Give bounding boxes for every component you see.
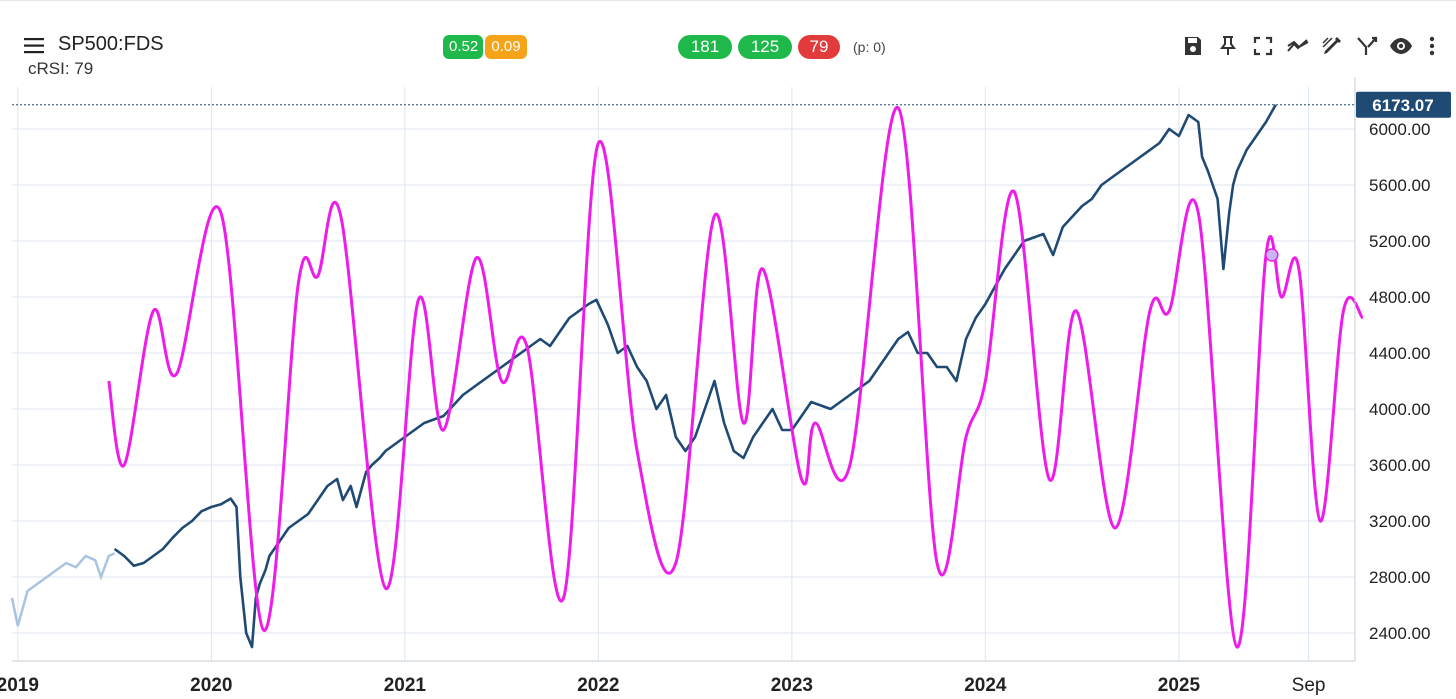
current-price-tag [1356, 91, 1451, 118]
y-tick-label: 5200.00 [1369, 232, 1430, 251]
y-tick-label: 2800.00 [1369, 568, 1430, 587]
eye-icon[interactable] [1389, 34, 1413, 58]
price-history-line [10, 552, 116, 627]
x-tick-label: 2022 [577, 675, 619, 696]
y-tick-label: 3600.00 [1369, 456, 1430, 475]
y-tick-label: 4400.00 [1369, 344, 1430, 363]
symbol-title[interactable]: SP500:FDS [58, 33, 164, 55]
badge-green: 0.52 [443, 35, 483, 59]
x-tick-label: 2019 [0, 675, 39, 696]
y-tick-label: 2400.00 [1369, 624, 1430, 643]
draw-icon[interactable] [1320, 34, 1344, 58]
y-tick-label: 6000.00 [1369, 120, 1430, 139]
badge-orange: 0.09 [485, 35, 527, 59]
y-tick-label: 4800.00 [1369, 288, 1430, 307]
chart-axes: 2400.00 2800.00 3200.00 3600.00 4000.00 4400.… [0, 77, 1451, 696]
x-tick-label: 2025 [1158, 675, 1201, 696]
pill-green-1: 181 [678, 35, 732, 59]
crsi-line [107, 106, 1364, 649]
chart-header: SP500:FDS cRSI: 79 0.52 0.09 181 125 79 … [0, 1, 1456, 87]
chart-series [10, 104, 1364, 649]
indicator-label: cRSI: 79 [28, 59, 94, 78]
current-price-label: 6173.07 [1372, 96, 1433, 115]
x-tick-label: Sep [1292, 675, 1326, 696]
pill-green-2: 125 [738, 35, 792, 59]
x-tick-label: 2024 [964, 675, 1007, 696]
merge-icon[interactable] [1355, 34, 1379, 58]
chart-grid [12, 87, 1355, 661]
y-tick-label: 4000.00 [1369, 400, 1430, 419]
pill-red: 79 [798, 35, 840, 59]
p-value-note: (p: 0) [853, 39, 886, 55]
x-tick-label: 2021 [384, 675, 427, 696]
x-tick-label: 2020 [190, 675, 232, 696]
price-line [113, 104, 1277, 649]
fullscreen-icon[interactable] [1251, 34, 1275, 58]
y-tick-label: 3200.00 [1369, 512, 1430, 531]
crsi-marker-point[interactable] [1265, 248, 1279, 262]
menu-icon[interactable] [24, 37, 46, 55]
x-tick-label: 2023 [771, 675, 813, 696]
save-icon[interactable] [1181, 34, 1205, 58]
pin-icon[interactable] [1216, 34, 1240, 58]
more-icon[interactable] [1426, 34, 1438, 58]
trend-icon[interactable] [1286, 34, 1310, 58]
y-tick-label: 5600.00 [1369, 176, 1430, 195]
